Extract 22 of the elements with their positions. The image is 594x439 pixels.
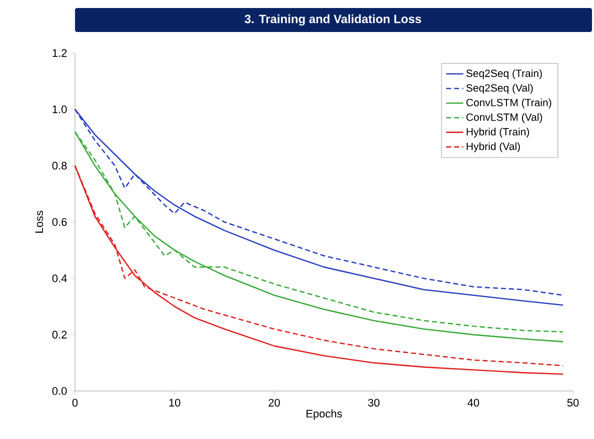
legend-label: Seq2Seq (Val) [466,84,533,94]
x-axis-title: Epochs [306,409,342,420]
x-tick-label: 50 [567,398,579,407]
legend-label: ConvLSTM (Val) [466,113,542,123]
y-tick-label: 0.2 [52,330,67,339]
y-tick-label: 0.4 [52,274,67,282]
legend-label: Hybrid (Val) [466,142,520,152]
legend-label: ConvLSTM (Train) [466,98,552,108]
y-tick-label: 1.0 [52,105,67,114]
y-tick-label: 1.2 [52,49,67,57]
x-tick-label: 20 [268,398,280,407]
chart-title: 3. Training and Validation Loss [244,14,422,26]
y-tick-label: 0.0 [52,387,67,395]
y-tick-label: 0.8 [52,162,67,170]
legend-label: Seq2Seq (Train) [466,69,542,80]
x-tick-label: 40 [468,398,480,407]
y-axis-title: Loss [35,210,44,233]
legend-label: Hybrid (Train) [466,128,530,138]
x-tick-label: 30 [368,398,380,407]
x-tick-label: 0 [72,398,78,407]
y-tick-label: 0.6 [52,218,67,226]
x-tick-label: 10 [169,398,180,407]
